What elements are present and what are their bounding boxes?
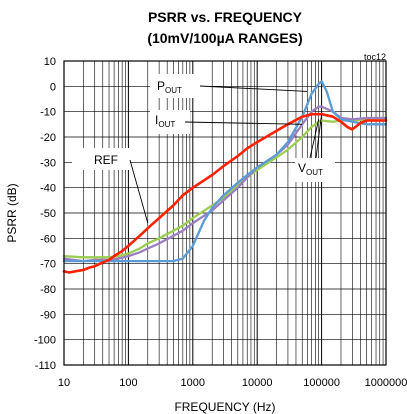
series-line-vout — [62, 118, 388, 259]
y-tick-label: -20 — [40, 132, 56, 144]
series-label-sub-vout: OUT — [306, 168, 323, 177]
y-tick-label: -50 — [40, 208, 56, 220]
series-label-bg-iout — [150, 110, 190, 134]
series-label-ref: REF — [94, 153, 118, 167]
y-tick-label: -60 — [40, 233, 56, 245]
series-lines — [62, 80, 388, 274]
y-tick-label: -110 — [35, 360, 56, 372]
x-tick-label: 100000 — [303, 377, 340, 389]
chart-title-line2: (10mV/100µA RANGES) — [147, 30, 302, 46]
y-tick-label: -40 — [40, 183, 56, 195]
leader-line-iout — [184, 121, 303, 125]
leader-line-vout — [309, 119, 320, 159]
x-tick-label: 10000 — [242, 377, 273, 389]
grid — [63, 60, 387, 366]
x-tick-label: 10 — [58, 377, 70, 389]
series-label-bg-vout — [295, 158, 335, 182]
y-tick-label: -10 — [40, 107, 56, 119]
series-label-bg-ref — [72, 148, 130, 170]
x-axis-label: FREQUENCY (Hz) — [174, 400, 275, 414]
y-tick-label: -100 — [34, 335, 56, 347]
y-axis-label: PSRR (dB) — [5, 183, 19, 242]
y-tick-label: -90 — [40, 309, 56, 321]
leader-line-vout — [315, 114, 323, 159]
x-tick-label: 100 — [119, 377, 137, 389]
chart-title-line1: PSRR vs. FREQUENCY — [148, 9, 303, 25]
y-tick-label: -80 — [40, 284, 56, 296]
y-tick-label: -70 — [40, 259, 56, 271]
plot-frame — [63, 60, 387, 366]
chart-tag: toc12 — [364, 52, 386, 62]
y-tick-label: 0 — [50, 81, 56, 93]
series-line-iout — [62, 105, 388, 263]
series-line-pout — [62, 80, 388, 263]
series-label-sub-pout: OUT — [165, 86, 182, 95]
x-tick-label: 1000 — [181, 377, 205, 389]
series-line-ref — [62, 112, 388, 274]
series-label-sub-iout: OUT — [158, 120, 175, 129]
x-tick-label: 1000000 — [365, 377, 407, 389]
leader-line-pout — [199, 85, 308, 92]
tick-labels: 100-10-20-30-40-50-60-70-80-90-100-11010… — [34, 56, 407, 389]
y-tick-label: -30 — [40, 157, 56, 169]
y-tick-label: 10 — [44, 56, 56, 68]
leader-line-ref — [129, 159, 149, 224]
